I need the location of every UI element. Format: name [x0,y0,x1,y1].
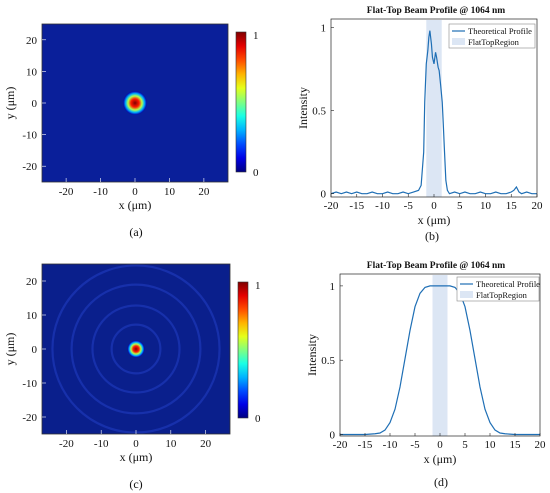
beam-spot [127,340,145,358]
x-tick-label: 20 [532,200,544,212]
x-tick-label: -10 [383,439,398,451]
diffraction-ring [70,283,202,415]
y-tick-label: 0 [32,344,38,356]
diffraction-ring [110,323,162,375]
colorbar-min-label: 0 [255,413,261,425]
y-axis-label: y (μm) [3,333,17,366]
x-tick-label: -10 [93,186,108,198]
x-tick-label: 20 [198,186,210,198]
line-chart-d: -20 -15 -10 -5 0 5 10 15 20 0 0.5 1 x (μm) Intensity T… [305,273,547,466]
colorbar-max-label: 1 [255,280,261,292]
colorbar-scale [237,281,249,419]
y-tick-label: 1 [321,22,327,34]
x-tick-label: -15 [349,200,364,212]
panel-d: Flat-Top Beam Profile @ 1064 nm -20 -15 -1… [305,261,546,489]
beam-spot [123,91,147,115]
y-tick-label: -20 [22,161,37,173]
colorbar-min-label: 0 [253,167,259,179]
y-tick-label: -10 [22,130,37,142]
x-tick-label: 15 [506,200,518,212]
x-axis-label: x (μm) [424,452,457,466]
x-tick-label: 10 [480,200,492,212]
x-tick-label: -5 [410,439,420,451]
y-tick-label: 0 [32,98,38,110]
panel-b: Flat-Top Beam Profile @ 1064 nm -20 -15 -1… [296,6,543,243]
y-tick-label: -20 [22,412,37,424]
y-tick-label: 10 [26,310,38,322]
x-tick-label: -20 [59,186,74,198]
x-tick-label: 20 [200,438,212,450]
y-tick-label: 20 [26,276,38,288]
x-tick-label: 0 [133,438,139,450]
legend-region-swatch [460,291,473,298]
colorbar-max-label: 1 [253,30,259,42]
x-tick-label: 0 [437,439,443,451]
chart-title-d: Flat-Top Beam Profile @ 1064 nm [367,261,505,271]
colorbar-c: 10 [237,280,261,425]
x-axis-label: x (μm) [119,198,152,212]
x-tick-label: 10 [165,438,177,450]
x-tick-label: 10 [164,186,176,198]
x-tick-label: -20 [333,439,348,451]
caption-a: (a) [129,225,142,239]
x-tick-label: -10 [94,438,109,450]
caption-b: (b) [425,229,439,243]
x-axis-label: x (μm) [120,450,153,464]
legend-box [448,23,536,49]
x-tick-label: -15 [358,439,373,451]
x-tick-label: 15 [510,439,522,451]
y-tick-label: 0.5 [321,355,335,367]
x-tick-label: 10 [485,439,497,451]
heatmap-c-plot: -20 -10 0 10 20 -20 -10 0 10 20 x (μm) y (μm) [3,263,231,464]
y-tick-label: 1 [330,281,336,293]
y-tick-label: 0.5 [312,105,326,117]
x-tick-label: -20 [324,200,339,212]
x-tick-label: 5 [462,439,468,451]
diffraction-ring [91,304,181,394]
x-tick-label: 0 [132,186,138,198]
line-chart-b: -20 -15 -10 -5 0 5 10 15 20 0 0.5 1 x (μm) Intensity T… [296,18,544,227]
colorbar-a: 10 [235,30,259,179]
y-tick-label: 0 [330,430,336,442]
legend-entry-region: FlatTopRegion [468,37,520,47]
x-tick-label: 20 [535,439,547,451]
x-axis-label: x (μm) [418,213,451,227]
y-axis-label: Intensity [296,87,310,129]
y-axis-label: y (μm) [3,87,17,120]
y-tick-label: -10 [22,378,37,390]
x-tick-label: -5 [404,200,414,212]
flat-top-region [432,275,448,436]
heatmap-a-plot: -20 -10 0 10 20 -20 -10 0 10 20 x (μm) y (μm) [3,23,229,212]
caption-d: (d) [434,475,448,489]
y-axis-label: Intensity [305,334,319,376]
y-tick-label: 10 [26,66,38,78]
colorbar-scale [235,31,247,173]
y-tick-label: 0 [321,189,327,201]
x-tick-label: -20 [59,438,74,450]
legend-entry-region: FlatTopRegion [476,290,528,300]
chart-title-b: Flat-Top Beam Profile @ 1064 nm [367,6,505,16]
x-tick-label: 0 [431,200,437,212]
profile-line [340,285,540,436]
profile-line [330,30,537,195]
x-tick-label: -10 [375,200,390,212]
legend-entry-profile: Theoretical Profile [476,279,540,289]
legend-region-swatch [452,38,465,45]
x-tick-label: 5 [457,200,463,212]
legend-entry-profile: Theoretical Profile [468,26,532,36]
y-tick-label: 20 [26,35,38,47]
caption-c: (c) [129,477,142,491]
